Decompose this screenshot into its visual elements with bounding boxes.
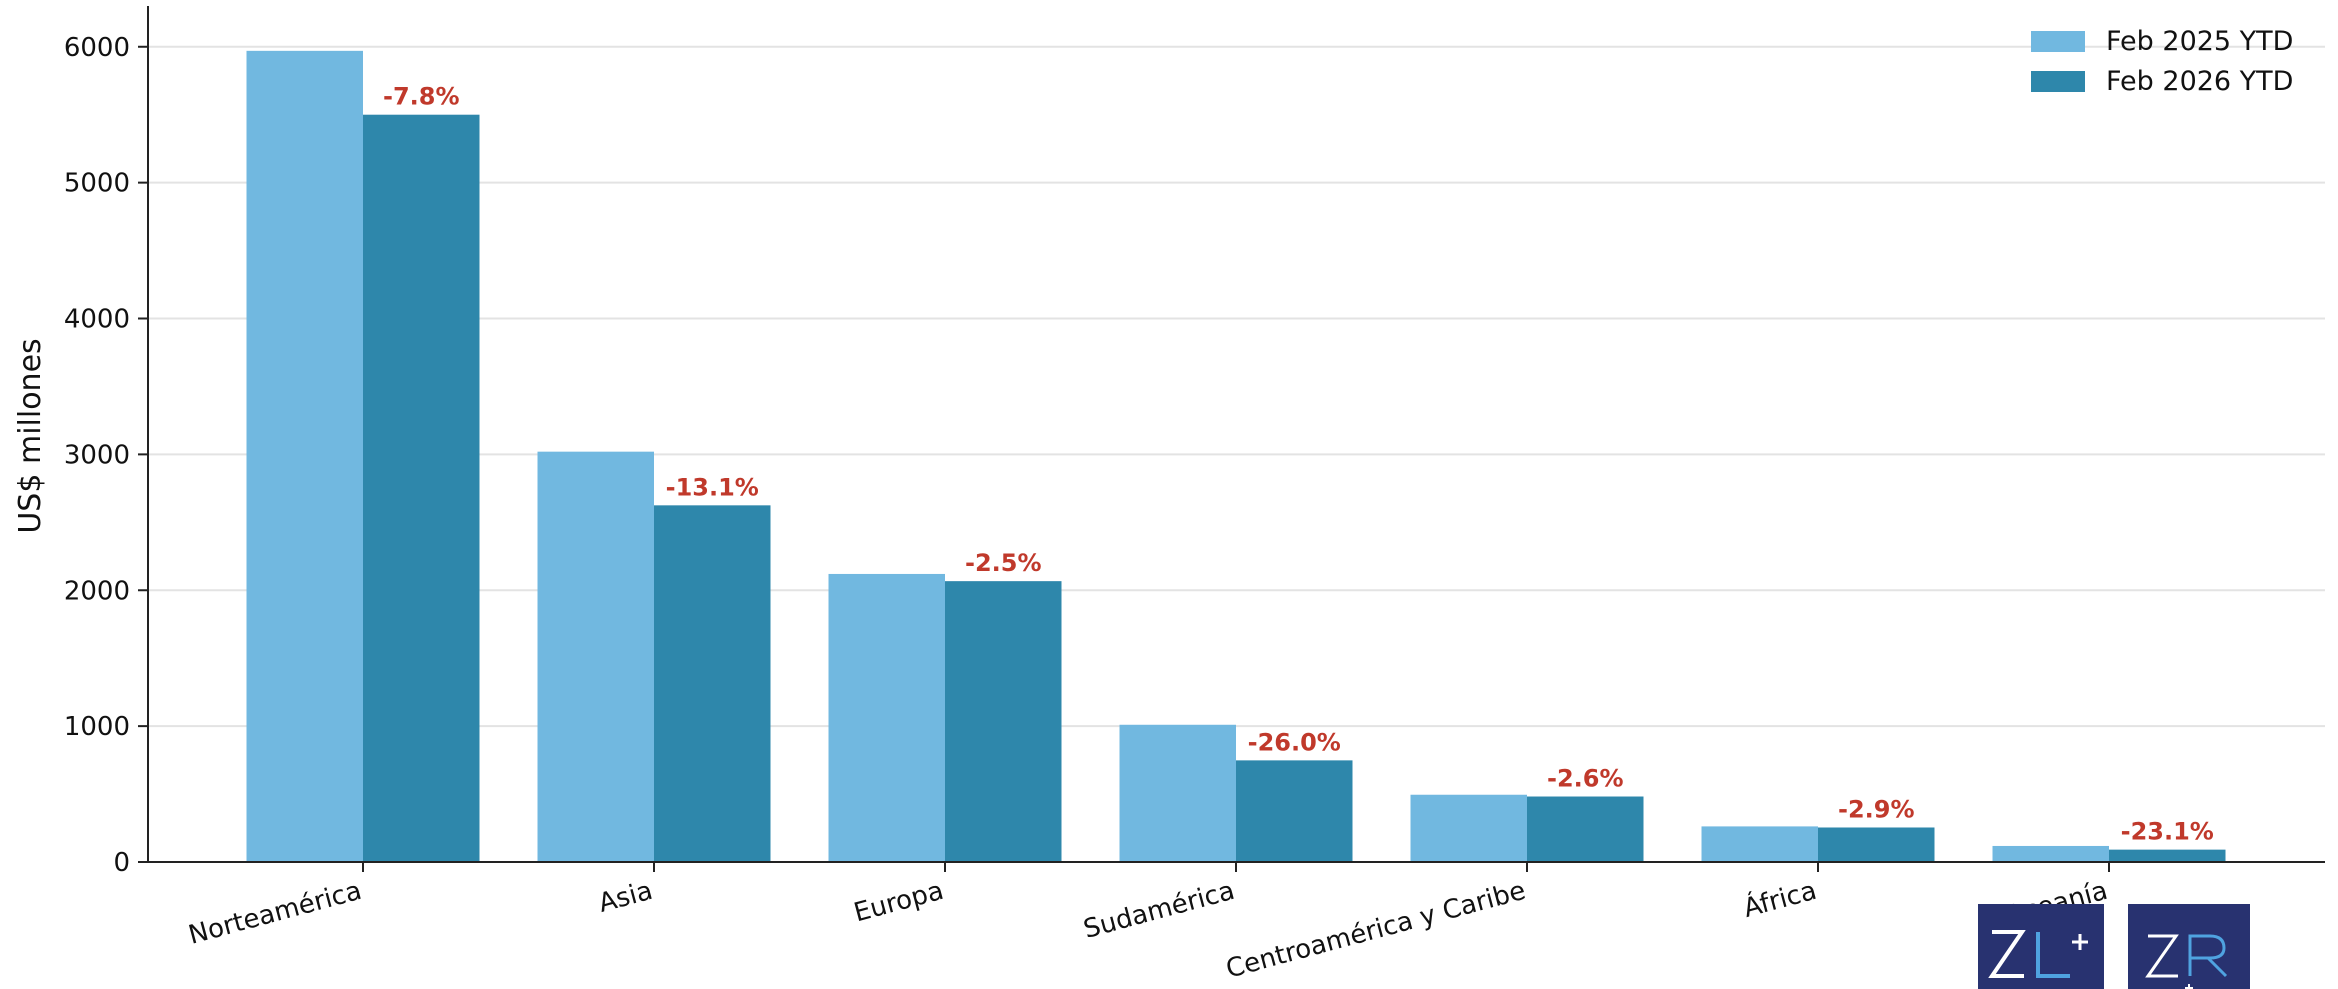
bar	[1992, 845, 2109, 862]
bar-value-label: -26.0%	[1248, 728, 1341, 756]
bar	[246, 50, 363, 863]
bar	[654, 505, 771, 862]
bar-value-labels: -7.8% -13.1% -2.5% -26.0% -2.6% -2.9% -23.1%	[383, 83, 2214, 846]
bar-value-label: -2.6%	[1547, 765, 1624, 793]
bar-value-label: -23.1%	[2121, 818, 2214, 846]
x-tick-label: África	[1740, 874, 1820, 924]
bar	[537, 451, 654, 862]
x-tick-label: Europa	[851, 876, 947, 929]
y-tick-label: 0	[113, 848, 130, 878]
y-tick-labels: 0 1000 2000 3000 4000 5000 6000	[64, 33, 130, 878]
bar-value-label: -2.5%	[965, 549, 1042, 577]
y-tick-label: 6000	[64, 33, 130, 63]
x-tick-labels: Norteamérica Asia Europa SudaméricaCentroam…	[185, 874, 2110, 985]
legend-label: Feb 2026 YTD	[2106, 66, 2293, 97]
bar-value-label: -2.9%	[1838, 795, 1915, 823]
legend: Feb 2025 YTD Feb 2026 YTD	[2031, 26, 2293, 97]
bar	[1701, 826, 1818, 862]
y-tick-label: 3000	[64, 440, 130, 470]
legend-swatch	[2031, 71, 2085, 92]
zr-logo	[2128, 904, 2254, 989]
bar	[1527, 796, 1644, 862]
bar	[828, 573, 945, 862]
bars	[246, 50, 2226, 863]
x-tick-label: Centroamérica y Caribe	[1223, 876, 1529, 985]
x-tick-label: Sudamérica	[1080, 876, 1237, 945]
y-tick-label: 1000	[64, 712, 130, 742]
x-tick-label: Norteamérica	[185, 876, 364, 951]
grid-lines	[148, 45, 2325, 728]
bar	[363, 114, 480, 862]
bar	[945, 581, 1062, 862]
x-tick-label: Asia	[595, 876, 655, 919]
y-axis-label: US$ millones	[13, 338, 48, 533]
y-tick-label: 4000	[64, 305, 130, 335]
bar	[1119, 724, 1236, 862]
y-tick-label: 2000	[64, 576, 130, 606]
zl-plus-logo	[1978, 904, 2104, 989]
bar-value-label: -7.8%	[383, 83, 460, 111]
legend-swatch	[2031, 31, 2085, 52]
axes	[138, 6, 2325, 872]
bar-value-label: -13.1%	[666, 473, 759, 501]
y-tick-label: 5000	[64, 169, 130, 199]
bar	[1410, 794, 1527, 862]
legend-label: Feb 2025 YTD	[2106, 26, 2293, 57]
bar	[1818, 827, 1935, 862]
bar	[1236, 760, 1353, 862]
bar	[2109, 849, 2226, 862]
